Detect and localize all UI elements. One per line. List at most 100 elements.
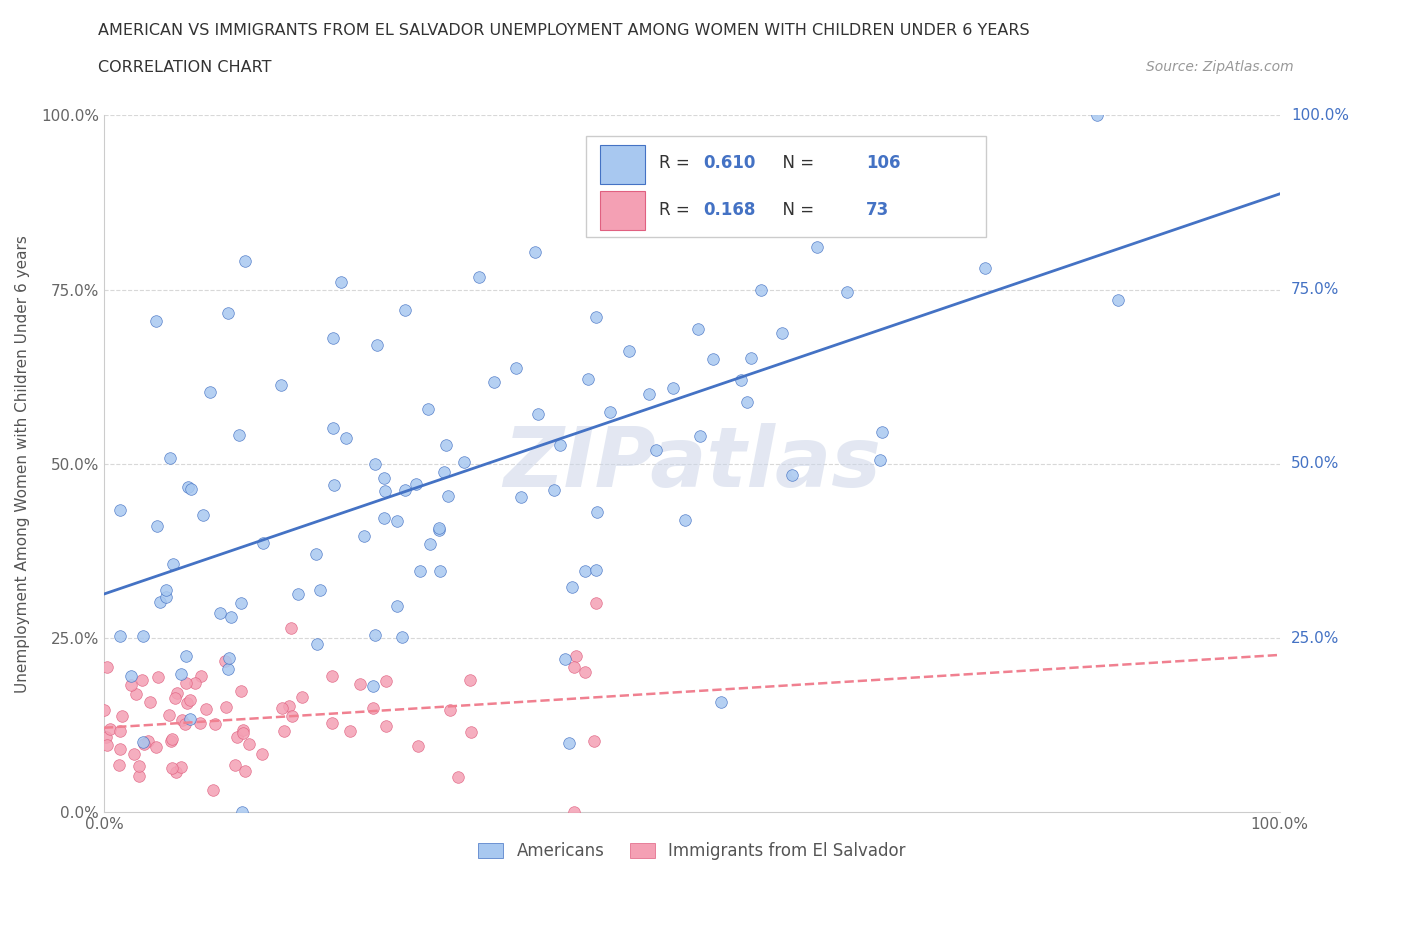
Point [405, 477, 427, 492]
Point [148, 594, 170, 609]
Point [730, 373, 752, 388]
Point [562, 805, 585, 820]
Point [160, 734, 183, 749]
Point [155, 590, 177, 604]
Point [585, 563, 607, 578]
Point [711, 203, 734, 218]
Point [373, 511, 395, 525]
Point [170, 667, 193, 682]
Point [509, 490, 531, 505]
Point [134, 737, 156, 751]
Point [434, 438, 457, 453]
Point [453, 454, 475, 469]
Point [686, 322, 709, 337]
Point [460, 724, 482, 739]
Point [554, 652, 576, 667]
Point [145, 313, 167, 328]
Point [427, 521, 450, 536]
Point [218, 651, 240, 666]
Point [574, 665, 596, 680]
Point [204, 716, 226, 731]
Point [305, 546, 328, 561]
Point [238, 737, 260, 751]
Point [162, 557, 184, 572]
Point [339, 724, 361, 738]
Point [184, 676, 207, 691]
Point [322, 420, 344, 435]
Point [174, 717, 197, 732]
Point [835, 285, 858, 299]
Y-axis label: Unemployment Among Women with Children Under 6 years: Unemployment Among Women with Children U… [15, 235, 30, 693]
Point [468, 270, 491, 285]
Point [427, 523, 450, 538]
Point [96, 729, 118, 744]
Point [270, 378, 292, 392]
Point [125, 686, 148, 701]
Point [270, 700, 292, 715]
Text: AMERICAN VS IMMIGRANTS FROM EL SALVADOR UNEMPLOYMENT AMONG WOMEN WITH CHILDREN U: AMERICAN VS IMMIGRANTS FROM EL SALVADOR … [98, 23, 1031, 38]
Point [217, 306, 239, 321]
Point [162, 761, 184, 776]
Point [193, 508, 215, 523]
Point [128, 758, 150, 773]
Point [179, 711, 201, 726]
Point [174, 648, 197, 663]
Point [225, 730, 247, 745]
Point [439, 702, 461, 717]
Point [229, 684, 252, 698]
Point [740, 350, 762, 365]
Point [155, 582, 177, 597]
Point [673, 512, 696, 527]
Point [233, 764, 256, 778]
Point [702, 352, 724, 366]
Point [110, 724, 132, 738]
Point [548, 438, 571, 453]
Point [586, 505, 609, 520]
Point [200, 385, 222, 400]
Point [364, 457, 387, 472]
Point [429, 564, 451, 578]
Point [98, 722, 121, 737]
Point [170, 712, 193, 727]
Point [374, 673, 396, 688]
Point [96, 737, 118, 752]
Text: R =: R = [659, 201, 695, 219]
Point [385, 513, 408, 528]
Point [224, 758, 246, 773]
Point [131, 735, 153, 750]
Point [870, 425, 893, 440]
Point [145, 519, 167, 534]
Point [578, 372, 600, 387]
Point [710, 695, 733, 710]
Text: N =: N = [772, 201, 820, 219]
Point [120, 678, 142, 693]
Point [308, 582, 330, 597]
Point [108, 629, 131, 644]
Point [827, 206, 849, 220]
Point [145, 739, 167, 754]
Point [215, 699, 238, 714]
Point [188, 716, 211, 731]
Point [278, 698, 301, 713]
Point [291, 690, 314, 705]
Point [749, 283, 772, 298]
Point [335, 431, 357, 445]
Point [108, 741, 131, 756]
Point [527, 406, 550, 421]
Point [585, 596, 607, 611]
Text: 100.0%: 100.0% [1291, 108, 1348, 123]
Point [330, 274, 353, 289]
Point [780, 468, 803, 483]
Point [287, 587, 309, 602]
Point [366, 338, 388, 352]
Point [233, 253, 256, 268]
Point [418, 402, 440, 417]
Point [353, 528, 375, 543]
Point [177, 479, 200, 494]
Point [163, 691, 186, 706]
Point [208, 605, 231, 620]
Text: 0.610: 0.610 [703, 153, 756, 172]
Point [281, 709, 304, 724]
Point [505, 360, 527, 375]
Point [232, 725, 254, 740]
